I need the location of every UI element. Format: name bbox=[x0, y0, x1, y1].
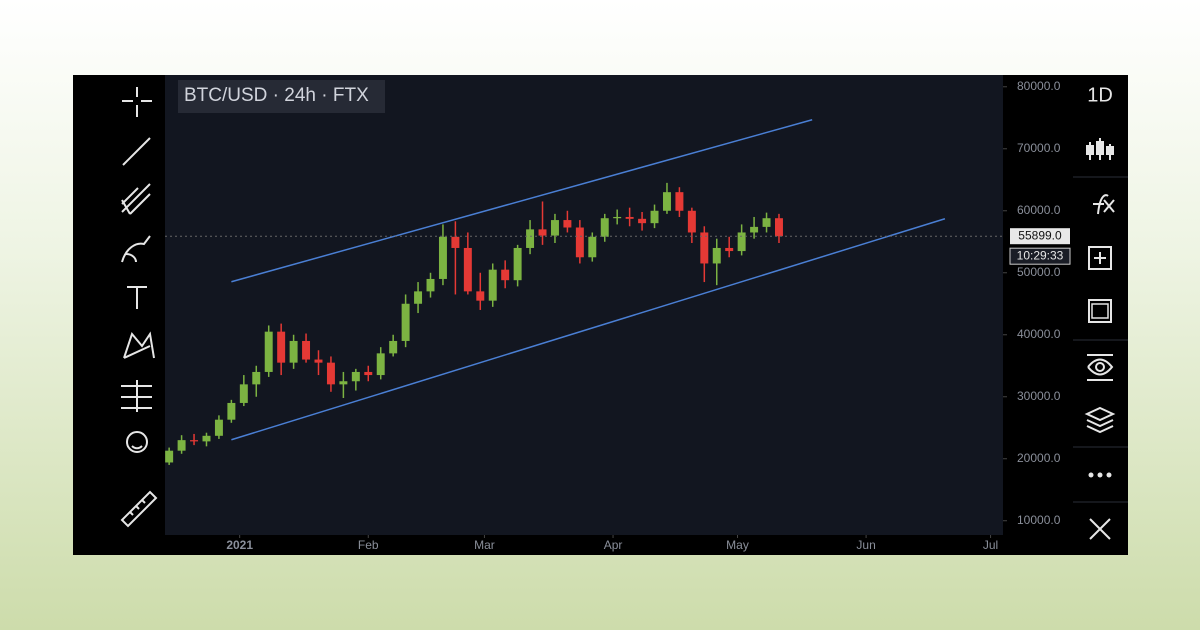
symbol-title: BTC/USD · 24h · FTX bbox=[184, 85, 369, 106]
y-tick-label: 10000.0 bbox=[1017, 513, 1061, 527]
candle-body bbox=[289, 340, 298, 363]
candle-body bbox=[625, 216, 634, 219]
candle-body bbox=[488, 269, 497, 301]
candle-body bbox=[650, 210, 659, 224]
candle-body bbox=[177, 440, 186, 451]
countdown-label: 10:29:33 bbox=[1017, 248, 1064, 262]
candle-body bbox=[600, 218, 609, 237]
candle-body bbox=[252, 371, 261, 385]
candle-body bbox=[638, 218, 647, 224]
candle-body bbox=[376, 353, 385, 376]
candle-body bbox=[426, 278, 435, 292]
text-tool[interactable] bbox=[127, 286, 147, 309]
candle-body bbox=[762, 218, 771, 227]
layers-button[interactable] bbox=[1084, 406, 1116, 434]
fib-tool[interactable] bbox=[121, 183, 151, 215]
candle-body bbox=[712, 247, 721, 264]
candle-body bbox=[351, 371, 360, 382]
y-tick-label: 70000.0 bbox=[1017, 141, 1061, 155]
plot-area bbox=[165, 75, 1003, 535]
candle-body bbox=[538, 229, 547, 236]
candle-body bbox=[550, 220, 559, 236]
candle-body bbox=[725, 247, 734, 252]
candle-body bbox=[575, 227, 584, 258]
candle-body bbox=[774, 218, 783, 237]
interval-button[interactable]: 1D bbox=[1087, 84, 1113, 106]
candle-body bbox=[214, 419, 223, 436]
y-tick-label: 30000.0 bbox=[1017, 389, 1061, 403]
candle-body bbox=[588, 236, 597, 258]
y-tick-label: 50000.0 bbox=[1017, 265, 1061, 279]
x-tick-label: Feb bbox=[358, 538, 379, 552]
candle-body bbox=[190, 440, 199, 442]
trendline bbox=[231, 218, 946, 441]
candle-body bbox=[414, 291, 423, 304]
last-price-box bbox=[1010, 228, 1070, 245]
emoji-tool[interactable] bbox=[126, 431, 148, 453]
candle-body bbox=[277, 331, 286, 363]
price-chart: 80000.0 70000.0 60000.0 50000.0 40000.0 30000… bbox=[165, 79, 1071, 552]
x-tick-label: May bbox=[726, 538, 749, 552]
more-button[interactable] bbox=[1088, 472, 1112, 478]
candle-body bbox=[563, 220, 572, 228]
compare-button[interactable] bbox=[1088, 299, 1112, 323]
measure-tool[interactable] bbox=[121, 380, 152, 412]
y-tick-label: 60000.0 bbox=[1017, 203, 1061, 217]
symbol-box[interactable] bbox=[178, 80, 385, 113]
candle-body bbox=[239, 384, 248, 403]
candle-body bbox=[326, 362, 335, 385]
x-tick-label: Jul bbox=[983, 538, 998, 552]
candle-body bbox=[675, 192, 684, 211]
candle-body bbox=[476, 291, 485, 301]
candle-body bbox=[389, 340, 398, 354]
candle-body bbox=[314, 359, 323, 363]
candle-body bbox=[364, 371, 373, 376]
chart-type-button[interactable] bbox=[1086, 138, 1114, 160]
candle-body bbox=[227, 402, 236, 420]
add-button[interactable] bbox=[1088, 246, 1112, 270]
candle-body bbox=[750, 226, 759, 233]
candle-body bbox=[737, 232, 746, 252]
x-tick-label: 2021 bbox=[226, 538, 253, 552]
candle-body bbox=[339, 381, 348, 385]
candle-body bbox=[501, 269, 510, 281]
last-price-label: 55899.0 bbox=[1018, 228, 1062, 242]
candle-body bbox=[687, 210, 696, 233]
left-toolbar bbox=[120, 87, 158, 528]
crosshair-tool[interactable] bbox=[122, 87, 152, 117]
brush-tool[interactable] bbox=[121, 235, 151, 263]
candle-body bbox=[613, 216, 622, 219]
candle-body bbox=[463, 247, 472, 292]
candle-body bbox=[526, 229, 535, 248]
x-tick-label: Apr bbox=[604, 538, 623, 552]
trendline bbox=[231, 119, 813, 283]
visibility-button[interactable] bbox=[1087, 354, 1114, 381]
candle-body bbox=[165, 450, 174, 463]
x-tick-label: Mar bbox=[474, 538, 495, 552]
y-tick-label: 40000.0 bbox=[1017, 327, 1061, 341]
x-tick-label: Jun bbox=[856, 538, 875, 552]
candle-body bbox=[438, 236, 447, 279]
y-tick-label: 20000.0 bbox=[1017, 451, 1061, 465]
right-toolbar: 1D bbox=[1073, 84, 1128, 540]
y-tick-label: 80000.0 bbox=[1017, 79, 1061, 93]
candle-body bbox=[700, 232, 709, 264]
indicators-button[interactable] bbox=[1093, 194, 1115, 215]
candle-body bbox=[401, 303, 410, 341]
close-button[interactable] bbox=[1089, 518, 1111, 540]
candle-body bbox=[662, 192, 671, 211]
line-tool[interactable] bbox=[122, 137, 151, 166]
candle-body bbox=[513, 247, 522, 281]
countdown-box bbox=[1009, 247, 1071, 265]
emoji-smile bbox=[131, 445, 143, 450]
candle-body bbox=[451, 236, 460, 248]
candle-body bbox=[302, 340, 311, 360]
candle-body bbox=[202, 435, 211, 442]
pattern-tool[interactable] bbox=[123, 331, 155, 359]
candle-body bbox=[264, 331, 273, 372]
ruler-tool[interactable] bbox=[120, 490, 158, 528]
